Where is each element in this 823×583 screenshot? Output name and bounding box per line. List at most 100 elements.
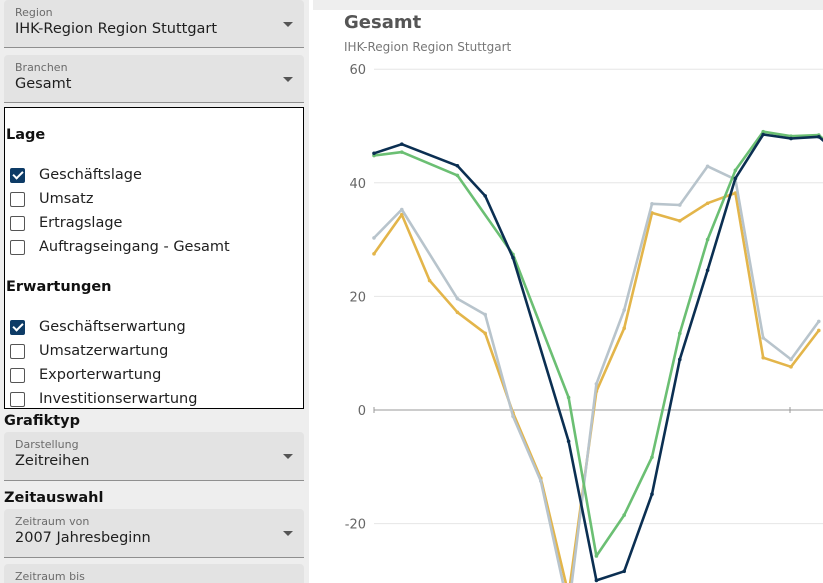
checkbox-label: Geschäftslage <box>39 167 142 183</box>
chevron-down-icon <box>283 22 293 27</box>
indicator-panel[interactable]: Lage Geschäftslage Umsatz Ertragslage Au… <box>4 107 304 409</box>
data-point[interactable] <box>789 136 793 141</box>
darstellung-select[interactable]: Darstellung Zeitreihen <box>4 432 304 481</box>
chevron-down-icon <box>283 531 293 536</box>
checkbox-box[interactable] <box>10 368 25 383</box>
data-point[interactable] <box>594 578 599 583</box>
chevron-down-icon <box>283 77 293 82</box>
chart-top-bar <box>313 0 823 10</box>
chart-title: Gesamt <box>344 12 422 33</box>
series-line[interactable] <box>373 133 823 582</box>
data-point[interactable] <box>455 296 460 301</box>
data-point[interactable] <box>678 219 682 223</box>
data-point[interactable] <box>594 382 599 386</box>
branchen-value: Gesamt <box>15 76 72 92</box>
data-point[interactable] <box>511 255 515 260</box>
chart-subtitle: IHK-Region Region Stuttgart <box>344 40 512 54</box>
data-point[interactable] <box>733 168 738 173</box>
data-point[interactable] <box>678 203 682 207</box>
data-point[interactable] <box>761 129 765 134</box>
checkbox-box[interactable] <box>10 168 25 183</box>
data-point[interactable] <box>789 357 793 362</box>
data-point[interactable] <box>650 492 654 496</box>
data-point[interactable] <box>372 236 376 240</box>
checkbox-label: Geschäftserwartung <box>39 319 186 335</box>
data-point[interactable] <box>483 194 487 198</box>
data-point[interactable] <box>705 268 710 273</box>
line-chart[interactable]: 60 40 20 0 -20 <box>313 0 823 583</box>
lage-heading: Lage <box>6 127 46 143</box>
checkbox-box[interactable] <box>10 392 25 407</box>
data-point[interactable] <box>566 395 571 400</box>
branchen-label: Branchen <box>15 61 68 74</box>
y-tick-label: -20 <box>345 518 366 533</box>
data-point[interactable] <box>678 331 682 336</box>
data-point[interactable] <box>817 134 821 139</box>
data-point[interactable] <box>455 173 460 178</box>
data-point[interactable] <box>483 312 487 317</box>
data-point[interactable] <box>622 326 626 331</box>
data-point[interactable] <box>400 150 404 154</box>
data-point[interactable] <box>761 132 765 137</box>
checkbox-box[interactable] <box>10 344 25 359</box>
data-point[interactable] <box>400 212 404 217</box>
data-point[interactable] <box>650 455 654 459</box>
data-point[interactable] <box>761 336 765 340</box>
data-point[interactable] <box>455 310 460 315</box>
zeitraum-von-label: Zeitraum von <box>15 515 90 528</box>
checkbox-label: Umsatzerwartung <box>39 343 169 359</box>
data-point[interactable] <box>705 164 710 169</box>
checkbox-box[interactable] <box>10 240 25 255</box>
data-point[interactable] <box>372 252 376 256</box>
y-tick-label: 60 <box>349 63 366 78</box>
checkbox-label: Umsatz <box>39 191 94 207</box>
data-point[interactable] <box>817 328 821 333</box>
sidebar: Region IHK-Region Region Stuttgart Branc… <box>0 0 309 583</box>
series-line[interactable] <box>373 165 820 583</box>
chevron-down-icon <box>283 454 293 459</box>
data-point[interactable] <box>400 207 404 212</box>
zeitraum-bis-label: Zeitraum bis <box>15 570 85 583</box>
data-point[interactable] <box>705 237 710 242</box>
checkbox-label: Ertragslage <box>39 215 123 231</box>
chart-area: Gesamt IHK-Region Region Stuttgart 60 40 2… <box>313 0 823 583</box>
data-point[interactable] <box>372 151 376 156</box>
checkbox-box[interactable] <box>10 216 25 231</box>
data-point[interactable] <box>789 365 793 369</box>
branchen-select[interactable]: Branchen Gesamt <box>4 55 304 103</box>
data-point[interactable] <box>400 142 404 146</box>
zeitraum-von-select[interactable]: Zeitraum von 2007 Jahresbeginn <box>4 509 304 558</box>
data-point[interactable] <box>817 319 821 324</box>
y-tick-label: 0 <box>358 404 366 419</box>
data-point[interactable] <box>678 357 682 362</box>
zeitauswahl-heading: Zeitauswahl <box>4 490 104 506</box>
data-point[interactable] <box>761 355 765 360</box>
data-point[interactable] <box>705 201 710 206</box>
data-point[interactable] <box>733 176 738 181</box>
data-point[interactable] <box>483 331 487 336</box>
darstellung-label: Darstellung <box>15 438 79 451</box>
data-point[interactable] <box>566 439 571 444</box>
data-point[interactable] <box>594 554 599 558</box>
zeitraum-bis-select[interactable]: Zeitraum bis <box>4 564 304 583</box>
series-line[interactable] <box>373 130 823 558</box>
erwartungen-heading: Erwartungen <box>6 279 112 295</box>
data-point[interactable] <box>622 569 626 574</box>
data-point[interactable] <box>511 414 515 419</box>
checkbox-label: Investitionserwartung <box>39 391 198 407</box>
data-point[interactable] <box>733 191 738 195</box>
region-label: Region <box>15 6 53 19</box>
checkbox-box[interactable] <box>10 320 25 335</box>
data-point[interactable] <box>427 278 432 283</box>
zeitraum-von-value: 2007 Jahresbeginn <box>15 530 151 546</box>
data-point[interactable] <box>622 513 626 517</box>
data-point[interactable] <box>650 202 654 206</box>
checkbox-box[interactable] <box>10 192 25 207</box>
checkbox-label: Exporterwartung <box>39 367 162 383</box>
data-point[interactable] <box>622 308 626 312</box>
region-select[interactable]: Region IHK-Region Region Stuttgart <box>4 0 304 48</box>
data-point[interactable] <box>539 479 543 483</box>
y-tick-label: 40 <box>349 177 366 192</box>
data-point[interactable] <box>455 163 460 168</box>
darstellung-value: Zeitreihen <box>15 453 90 469</box>
